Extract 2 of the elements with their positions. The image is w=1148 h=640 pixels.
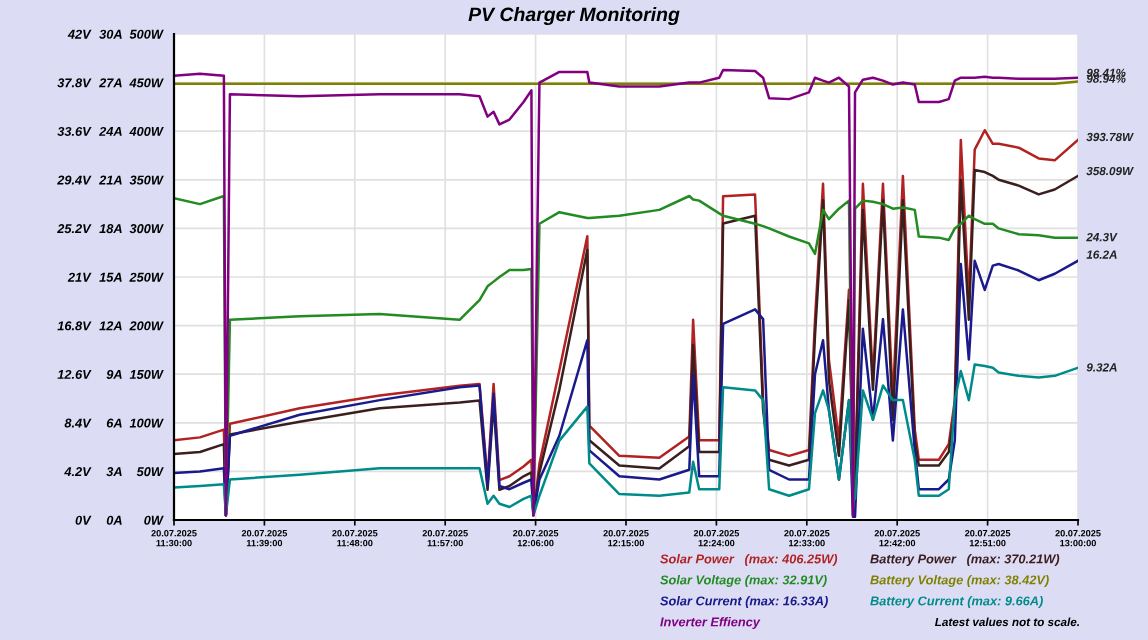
- line-series: [174, 363, 1078, 517]
- chart-title: PV Charger Monitoring: [468, 6, 680, 26]
